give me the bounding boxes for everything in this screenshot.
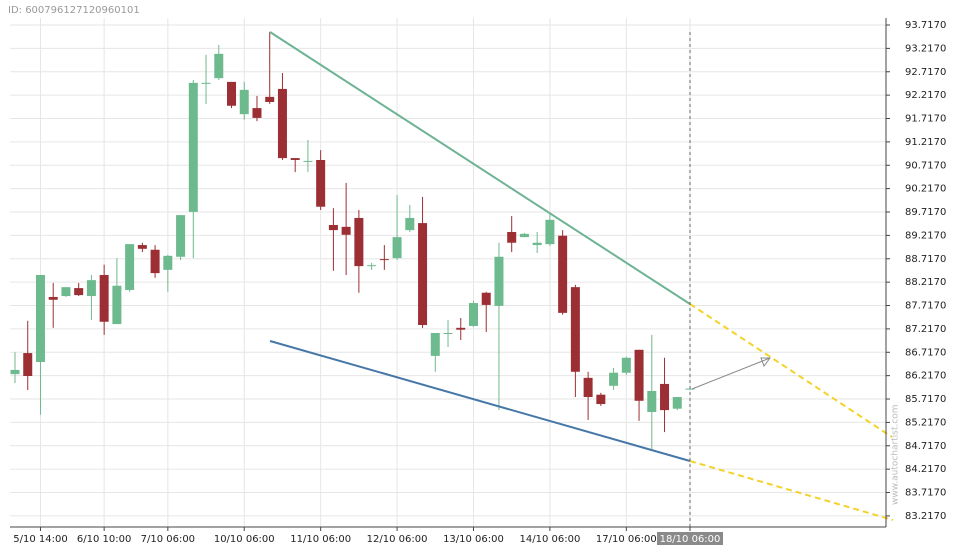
x-tick-label: 14/10 06:00 <box>519 534 580 545</box>
y-tick-label: 90.7170 <box>905 160 946 171</box>
arrow-head <box>760 357 771 368</box>
candle-body <box>481 292 491 305</box>
candle-body <box>354 217 364 267</box>
candle-body <box>558 235 568 313</box>
candle-body <box>35 274 45 362</box>
y-tick-label: 91.2170 <box>905 137 946 148</box>
candle-body <box>265 96 275 103</box>
y-tick-label: 87.7170 <box>905 301 946 312</box>
candle-body <box>176 215 186 257</box>
candle-body <box>316 159 326 207</box>
candle-body <box>494 256 504 306</box>
candle-body <box>239 89 249 115</box>
x-tick-label: 10/10 06:00 <box>214 534 275 545</box>
candle-body <box>214 53 224 79</box>
y-tick-label: 93.7170 <box>905 20 946 31</box>
candle-body <box>328 224 338 231</box>
y-tick-label: 91.7170 <box>905 114 946 125</box>
support-line <box>269 340 691 462</box>
resistance-line <box>269 31 691 305</box>
candle-body <box>227 81 237 106</box>
candle-body <box>647 390 657 412</box>
y-tick-label: 89.2170 <box>905 230 946 241</box>
x-tick-label: 7/10 06:00 <box>141 534 195 545</box>
watermark: www.autochartist.com <box>891 404 901 505</box>
y-tick-label: 84.2170 <box>905 464 946 475</box>
candle-body <box>99 274 109 322</box>
candle-body <box>430 332 440 356</box>
x-tick-label: 6/10 10:00 <box>77 534 131 545</box>
candle-body <box>443 332 453 334</box>
candle-body <box>367 265 377 267</box>
y-tick-label: 85.2170 <box>905 417 946 428</box>
candle-body <box>507 231 517 243</box>
candle-body <box>660 383 670 411</box>
candle-body <box>621 357 631 373</box>
candle-body <box>188 82 198 212</box>
y-tick-label: 83.7170 <box>905 488 946 499</box>
candle-body <box>125 244 135 290</box>
candle-body <box>545 219 555 245</box>
resistance-projection <box>689 303 893 438</box>
y-tick-label: 85.7170 <box>905 394 946 405</box>
candle-body <box>609 372 619 386</box>
candle-body <box>418 223 428 326</box>
x-tick-label: 11/10 06:00 <box>290 534 351 545</box>
candle-body <box>672 397 682 409</box>
candle-body <box>10 369 20 375</box>
candle-body <box>201 82 211 84</box>
candle-body <box>583 377 593 398</box>
candle-body <box>150 249 160 274</box>
y-tick-label: 88.7170 <box>905 254 946 265</box>
candle-body <box>252 108 262 118</box>
candle-body <box>86 280 96 297</box>
x-tick-label: 17/10 06:00 <box>596 534 657 545</box>
y-tick-label: 92.7170 <box>905 67 946 78</box>
candle-body <box>570 287 580 372</box>
candle-body <box>634 349 644 401</box>
candle-body <box>137 245 147 249</box>
candle-body <box>341 226 351 235</box>
candle-body <box>519 233 529 238</box>
y-tick-label: 92.2170 <box>905 90 946 101</box>
id-label: ID: 600796127120960101 <box>8 5 140 16</box>
x-label-highlight <box>657 532 723 545</box>
y-tick-label: 86.7170 <box>905 347 946 358</box>
y-tick-label: 87.2170 <box>905 324 946 335</box>
candle-body <box>468 303 478 326</box>
candle-body <box>290 158 300 160</box>
candle-body <box>685 388 695 390</box>
support-projection <box>689 460 894 521</box>
candle-body <box>379 259 389 261</box>
x-tick-label: 12/10 06:00 <box>367 534 428 545</box>
forecast-arrow <box>691 357 771 390</box>
candle-body <box>596 394 606 405</box>
x-tick-label: 18/10 06:00 <box>660 534 721 545</box>
candle-body <box>532 242 542 246</box>
y-tick-label: 86.2170 <box>905 371 946 382</box>
candle-body <box>74 288 84 296</box>
grid: 83.2170 83.7170 84.2170 84.7170 85.2170 85.71… <box>10 18 946 545</box>
x-tick-label: 5/10 14:00 <box>13 534 67 545</box>
candle-body <box>48 296 58 300</box>
candle-body <box>456 327 466 330</box>
candles <box>10 31 695 450</box>
candle-body <box>112 285 122 325</box>
candle-body <box>163 255 173 270</box>
y-tick-label: 84.7170 <box>905 441 946 452</box>
candle-body <box>277 88 287 159</box>
y-tick-label: 90.2170 <box>905 184 946 195</box>
y-tick-label: 93.2170 <box>905 43 946 54</box>
candle-body <box>392 237 402 259</box>
candle-body <box>23 353 33 376</box>
x-tick-label: 13/10 06:00 <box>443 534 504 545</box>
y-tick-label: 83.2170 <box>905 511 946 522</box>
candle-body <box>405 217 415 231</box>
candle-body <box>61 287 71 297</box>
candle-body <box>303 160 313 162</box>
y-tick-label: 89.7170 <box>905 207 946 218</box>
y-tick-label: 88.2170 <box>905 277 946 288</box>
